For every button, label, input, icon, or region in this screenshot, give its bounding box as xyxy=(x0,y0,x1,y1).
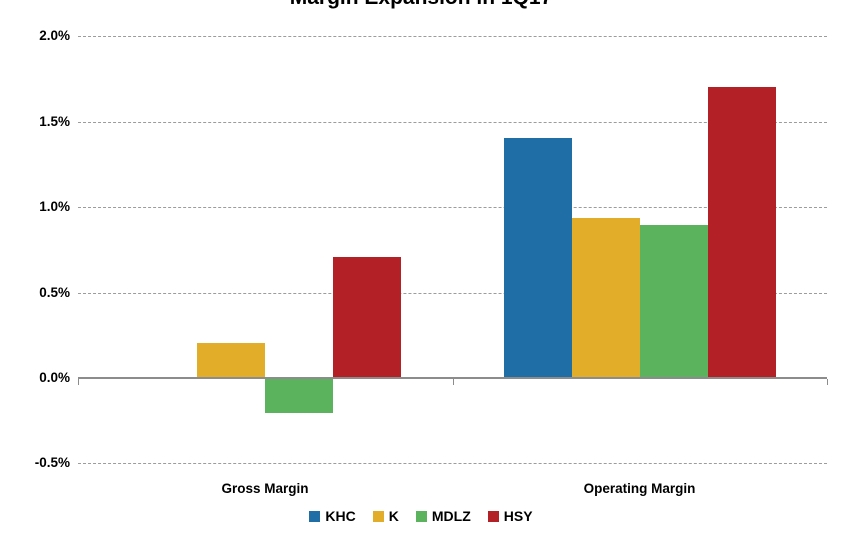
y-axis-tick-label: -0.5% xyxy=(34,455,70,471)
legend-label: HSY xyxy=(503,508,533,524)
legend-item-k: K xyxy=(372,508,399,524)
bar-k-operating-margin xyxy=(571,218,640,377)
bar-khc-operating-margin xyxy=(503,137,572,377)
legend-item-khc: KHC xyxy=(309,508,356,524)
legend-label: MDLZ xyxy=(431,508,471,524)
gridline xyxy=(78,292,827,294)
legend-item-mdlz: MDLZ xyxy=(415,508,471,524)
legend-swatch-icon xyxy=(487,510,499,522)
bar-mdlz-gross-margin xyxy=(265,379,333,414)
axis-tick xyxy=(827,379,828,385)
y-axis-tick-label: 0.0% xyxy=(39,370,70,385)
y-axis-tick-label: 1.5% xyxy=(39,113,70,129)
axis-tick xyxy=(452,379,454,385)
category-label: Operating Margin xyxy=(583,481,696,496)
legend-swatch-icon xyxy=(415,510,427,522)
gridline xyxy=(78,121,827,123)
bar-mdlz-operating-margin xyxy=(639,224,708,377)
legend: KHC K MDLZ HSY xyxy=(0,509,842,523)
category-label: Gross Margin xyxy=(221,481,309,496)
bar-k-gross-margin xyxy=(197,342,265,377)
axis-tick xyxy=(78,379,79,385)
legend-item-hsy: HSY xyxy=(487,508,533,524)
zero-axis-line xyxy=(78,377,827,379)
gridline xyxy=(78,207,827,209)
bar-hsy-operating-margin xyxy=(707,86,776,377)
bar-hsy-gross-margin xyxy=(333,257,401,377)
y-axis-tick-label: 1.0% xyxy=(39,199,70,215)
legend-label: K xyxy=(388,508,399,524)
gridline xyxy=(78,36,827,38)
y-axis-tick-label: 0.5% xyxy=(39,284,70,300)
legend-swatch-icon xyxy=(372,510,384,522)
chart-title: Margin Expansion in 1Q17 xyxy=(0,0,842,10)
y-axis-tick-label: 2.0% xyxy=(39,28,70,44)
legend-swatch-icon xyxy=(309,510,321,522)
legend-label: KHC xyxy=(325,508,356,524)
gridline xyxy=(78,463,827,465)
